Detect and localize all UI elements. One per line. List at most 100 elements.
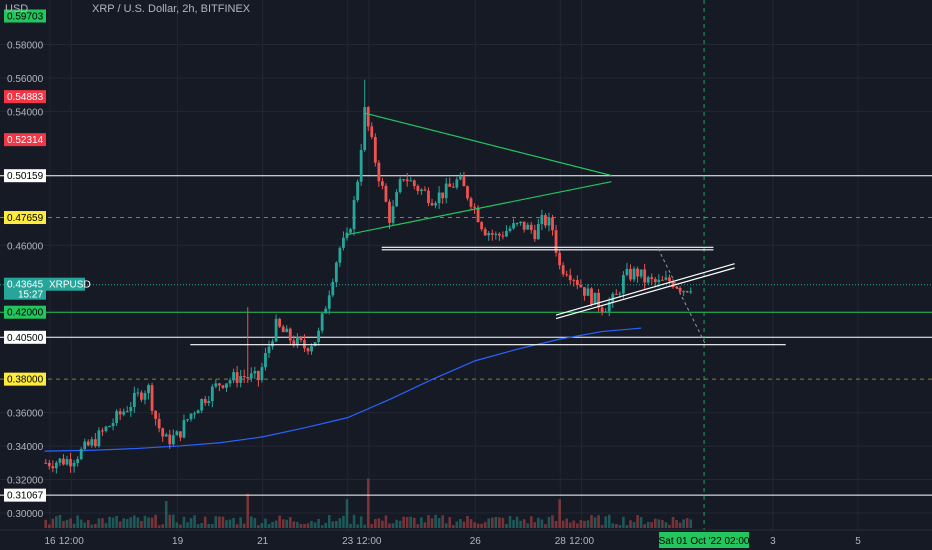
- x-axis-background: [0, 530, 932, 550]
- candle-body: [462, 176, 466, 187]
- volume-bar: [480, 523, 483, 528]
- candle-body: [639, 269, 643, 277]
- candle-body: [497, 233, 501, 236]
- volume-bar: [374, 519, 377, 528]
- volume-bar: [271, 521, 274, 528]
- candle-body: [349, 229, 352, 233]
- y-tick-label: 0.56000: [7, 74, 44, 85]
- candle-body: [575, 280, 579, 285]
- volume-layer: [44, 478, 693, 528]
- candle-body: [384, 185, 388, 202]
- volume-bar: [409, 516, 413, 528]
- x-tick-label: 3: [770, 536, 776, 547]
- volume-bar: [572, 520, 576, 528]
- volume-bar: [554, 520, 558, 528]
- volume-bar: [515, 516, 519, 528]
- candle-body: [72, 462, 76, 467]
- volume-bar: [420, 517, 423, 528]
- volume-bar: [200, 523, 203, 528]
- volume-bar: [214, 516, 218, 528]
- candle-body: [281, 326, 285, 333]
- candle-body: [44, 462, 48, 464]
- candle-body: [621, 274, 625, 294]
- candle-body: [129, 407, 133, 412]
- volume-bar: [370, 524, 374, 528]
- volume-bar: [590, 515, 593, 528]
- volume-bar: [675, 519, 678, 528]
- volume-bar: [639, 517, 643, 528]
- volume-bar: [69, 518, 72, 528]
- candle-body: [310, 346, 313, 352]
- volume-bar: [685, 517, 689, 528]
- candle-body: [490, 233, 494, 235]
- volume-bar: [338, 518, 342, 528]
- candle-body: [629, 268, 632, 280]
- volume-bar: [342, 515, 345, 528]
- volume-bar: [232, 517, 235, 528]
- price-level-tag: [4, 169, 46, 183]
- candle-body: [480, 222, 484, 230]
- volume-bar: [65, 519, 69, 528]
- volume-bar: [568, 522, 572, 528]
- candle-body: [342, 237, 345, 248]
- volume-bar: [632, 522, 636, 528]
- candle-body: [476, 207, 480, 223]
- candle-body: [366, 107, 370, 127]
- volume-bar: [490, 517, 494, 528]
- candle-body: [660, 279, 664, 281]
- candle-body: [473, 206, 476, 208]
- moving-average-layer: [44, 327, 642, 452]
- y-axis: 0.58000 0.56000 0.54000 0.46000 0.36000 0.340…: [4, 9, 91, 520]
- volume-bar: [529, 516, 533, 528]
- volume-bar: [611, 523, 615, 528]
- volume-bar: [494, 516, 498, 528]
- candle-body: [256, 371, 260, 381]
- volume-bar: [83, 522, 87, 528]
- candle-body: [271, 341, 274, 347]
- candle-body: [689, 291, 693, 293]
- volume-bar: [47, 524, 51, 528]
- candle-body: [547, 217, 551, 226]
- candle-body: [646, 277, 650, 283]
- volume-bar: [331, 521, 335, 528]
- candle-body: [132, 392, 136, 408]
- volume-bar: [359, 516, 363, 528]
- volume-bar: [498, 517, 501, 528]
- volume-bar: [579, 520, 583, 528]
- candle-body: [217, 383, 221, 386]
- candle-body: [97, 430, 101, 447]
- volume-bar: [242, 523, 246, 528]
- candle-body: [675, 287, 678, 289]
- candle-body: [614, 293, 618, 295]
- x-tick-label: 12:00: [59, 536, 84, 547]
- price-level-tag-label: 0.38000: [7, 375, 44, 386]
- candle-body: [515, 223, 519, 225]
- volume-bar: [267, 524, 271, 528]
- volume-bar: [94, 523, 97, 528]
- volume-bar: [186, 522, 189, 528]
- candle-body: [285, 328, 289, 333]
- y-tick-label: 0.34000: [7, 442, 44, 453]
- price-level-tag-label: 0.40500: [7, 333, 44, 344]
- volume-bar: [182, 516, 186, 528]
- candle-body: [225, 383, 228, 388]
- candle-body: [274, 318, 278, 342]
- candle-body: [203, 399, 207, 404]
- candle-body: [267, 346, 271, 354]
- volume-bar: [366, 478, 370, 528]
- volume-bar: [97, 518, 101, 528]
- candle-body: [171, 435, 175, 445]
- volume-bar: [324, 522, 328, 528]
- rising-channel-upper-line: [555, 263, 735, 316]
- volume-bar: [161, 524, 164, 528]
- candle-body: [150, 385, 154, 411]
- candle-body: [288, 328, 292, 341]
- candle-body: [115, 411, 119, 424]
- y-tick-label: 0.30000: [7, 509, 44, 520]
- volume-bar: [583, 520, 586, 528]
- candle-body: [607, 302, 611, 312]
- volume-bar: [154, 514, 157, 528]
- volume-bar: [143, 515, 147, 528]
- volume-bar: [104, 523, 108, 528]
